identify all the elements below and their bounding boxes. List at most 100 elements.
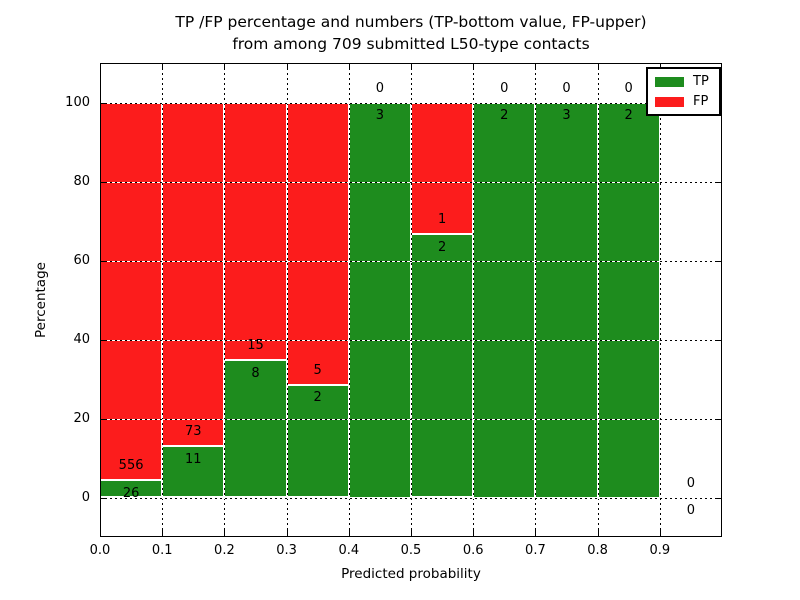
gridline — [100, 102, 722, 104]
tick-mark — [224, 530, 226, 536]
bar-value-label-fp: 0 — [500, 80, 509, 96]
gridline — [224, 63, 226, 537]
bar-value-label-fp: 1 — [437, 212, 447, 228]
tick-mark — [101, 497, 107, 499]
bar-value-label-tp: 0 — [686, 503, 696, 519]
tick-mark — [715, 260, 721, 262]
gridline — [162, 63, 164, 537]
bar-value-label-fp: 0 — [624, 80, 633, 96]
tick-mark — [535, 530, 537, 536]
bar-value-label-tp: 2 — [437, 239, 447, 255]
gridline — [597, 63, 599, 537]
y-tick-label: 80 — [73, 173, 90, 189]
tick-mark — [286, 64, 288, 70]
tick-mark — [659, 530, 661, 536]
bar-value-label-fp: 5 — [313, 362, 322, 378]
bar-value-label-tp: 8 — [251, 365, 260, 381]
tick-mark — [715, 497, 721, 499]
tick-mark — [348, 64, 350, 70]
tick-mark — [101, 102, 107, 104]
x-axis-label: Predicted probability — [341, 566, 481, 582]
gridline — [100, 497, 722, 499]
bar-value-label-fp: 556 — [118, 458, 144, 474]
bar-segment-tp — [286, 384, 349, 498]
tick-mark — [715, 339, 721, 341]
y-tick-label: 100 — [65, 94, 90, 110]
tick-mark — [348, 530, 350, 536]
tick-mark — [597, 530, 599, 536]
bar-value-label-fp: 0 — [375, 80, 385, 96]
gridline — [659, 63, 661, 537]
bar-segment-fp — [286, 102, 349, 385]
gridline — [348, 63, 350, 537]
bar-value-label-tp: 11 — [185, 451, 202, 467]
tick-mark — [162, 530, 164, 536]
y-tick-label: 0 — [81, 489, 90, 505]
plot-area: TP FP 556 26 73 11 15 8 5 2 0 3 1 2 0 2 0 3 0 2 0 0 — [100, 63, 722, 537]
gridline — [100, 418, 722, 420]
tick-mark — [101, 418, 107, 420]
legend: TP FP — [646, 67, 721, 116]
bar-segment-fp — [224, 102, 287, 361]
gridline — [100, 339, 722, 341]
tick-mark — [411, 64, 412, 70]
tick-mark — [101, 260, 107, 262]
x-tick-label: 0.2 — [214, 543, 235, 558]
bar-value-label-fp: 73 — [185, 423, 202, 439]
gridline — [411, 63, 412, 537]
x-tick-label: 0.0 — [89, 543, 111, 558]
bar-value-label-tp: 2 — [313, 390, 322, 406]
bar-value-label-fp: 15 — [247, 338, 264, 354]
legend-item-tp: TP — [655, 75, 709, 88]
y-tick-label: 20 — [73, 410, 90, 426]
bar-value-label-fp: 0 — [562, 80, 571, 96]
chart-title-line2: from among 709 submitted L50-type contac… — [232, 35, 590, 53]
bar-segment-tp — [597, 102, 660, 498]
tick-mark — [715, 418, 721, 420]
fp-legend-swatch — [655, 96, 684, 107]
y-axis-label: Percentage — [33, 262, 49, 338]
bar-value-label-tp: 3 — [562, 108, 571, 124]
x-tick-label: 0.7 — [525, 543, 546, 558]
y-tick-label: 40 — [73, 331, 90, 347]
fp-legend-label: FP — [693, 94, 709, 109]
tp-legend-label: TP — [693, 74, 709, 89]
y-tick-label: 60 — [73, 252, 90, 268]
chart-title-line1: TP /FP percentage and numbers (TP-bottom… — [175, 13, 647, 31]
bar-value-label-tp: 2 — [500, 108, 509, 124]
x-tick-label: 0.9 — [649, 543, 671, 558]
gridline — [286, 63, 288, 537]
bar-segment-tp — [162, 445, 225, 498]
tick-mark — [101, 339, 107, 341]
tick-mark — [224, 64, 226, 70]
tick-mark — [535, 64, 537, 70]
x-tick-label: 0.5 — [400, 543, 422, 558]
tp-legend-swatch — [655, 76, 684, 87]
x-tick-label: 0.4 — [338, 543, 360, 558]
bar-segment-tp — [411, 234, 474, 498]
tick-mark — [100, 530, 101, 536]
x-tick-label: 0.3 — [276, 543, 297, 558]
gridline — [473, 63, 475, 537]
tick-mark — [286, 530, 288, 536]
tick-mark — [473, 530, 475, 536]
tick-mark — [715, 181, 721, 183]
tick-mark — [100, 64, 101, 70]
bar-value-label-tp: 2 — [624, 108, 633, 124]
gridline — [100, 260, 722, 262]
tick-mark — [162, 64, 164, 70]
x-tick-label: 0.6 — [462, 543, 484, 558]
bar-value-label-fp: 0 — [686, 475, 696, 491]
tick-mark — [411, 530, 412, 536]
x-tick-label: 0.8 — [587, 543, 608, 558]
x-tick-label: 0.1 — [151, 543, 173, 558]
bar-segment-tp — [348, 102, 411, 498]
tick-mark — [473, 64, 475, 70]
gridline — [535, 63, 537, 537]
tick-mark — [101, 181, 107, 183]
bar-segment-fp — [100, 102, 163, 480]
bar-segment-tp — [535, 102, 598, 498]
tick-mark — [597, 64, 599, 70]
bar-segment-fp — [162, 102, 225, 446]
